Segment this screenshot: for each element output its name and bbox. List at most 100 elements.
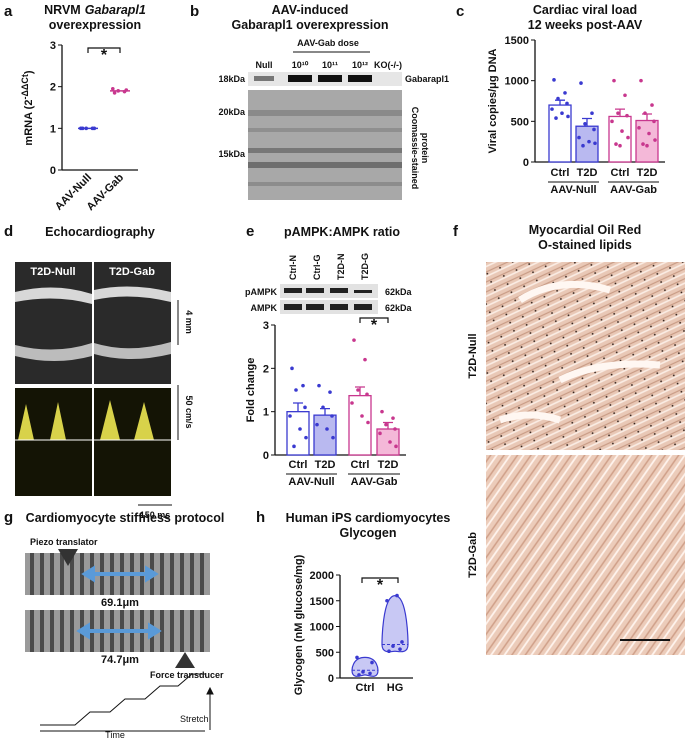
- mw-label: 18kDa: [218, 74, 246, 84]
- histology-image: [486, 262, 685, 450]
- significance-label: *: [377, 577, 384, 594]
- data-point: [391, 416, 395, 420]
- data-point: [124, 88, 129, 92]
- y-axis-label: Viral copies/μg DNA: [487, 48, 499, 153]
- data-point: [645, 143, 649, 148]
- violin: [351, 656, 379, 677]
- data-point: [368, 671, 372, 676]
- data-point: [288, 414, 292, 418]
- bar: [313, 414, 337, 456]
- data-point: [387, 649, 391, 654]
- error-bar: [320, 407, 330, 416]
- panel-title: AAV-induced: [272, 3, 349, 17]
- data-point: [552, 78, 556, 82]
- data-point: [581, 143, 585, 148]
- data-point: [92, 126, 97, 131]
- data-point: [614, 142, 618, 146]
- scale-label: 50 cm/s: [184, 395, 194, 428]
- data-point: [398, 647, 402, 651]
- data-point: [637, 126, 641, 130]
- lane-label: Ctrl-G: [312, 255, 322, 281]
- y-tick-label: 500: [511, 116, 529, 128]
- data-point: [380, 409, 384, 414]
- x-tick-label: Ctrl: [356, 682, 375, 694]
- x-tick-label: Ctrl: [351, 459, 370, 471]
- y-tick-label: 3: [263, 320, 269, 332]
- error-bar: [582, 117, 592, 127]
- data-point: [290, 366, 294, 371]
- data-point: [331, 435, 335, 440]
- data-point: [111, 86, 115, 91]
- data-point: [616, 111, 620, 115]
- data-point: [565, 101, 569, 106]
- data-point: [321, 405, 325, 410]
- group-label: T2D-Null: [467, 333, 479, 378]
- data-point: [395, 593, 399, 598]
- y-tick-label: 0: [328, 673, 334, 685]
- data-point: [550, 107, 554, 111]
- gel-band: [248, 110, 402, 116]
- y-tick-label: 1000: [505, 76, 529, 88]
- chart-title: pAMPK:AMPK ratio: [284, 225, 400, 239]
- data-point: [626, 135, 630, 140]
- data-point: [612, 78, 616, 83]
- mw-label: 20kDa: [218, 107, 246, 117]
- data-point: [328, 390, 332, 394]
- group-label: AAV-Null: [288, 476, 334, 488]
- chart-title: NRVM Gabarapl1: [44, 3, 146, 17]
- data-point: [587, 139, 591, 144]
- data-point: [577, 135, 581, 140]
- error-bar: [642, 113, 652, 121]
- data-point: [650, 103, 654, 107]
- blot-band: [288, 75, 312, 82]
- data-point: [385, 598, 389, 603]
- group-label: AAV-Null: [550, 184, 596, 196]
- data-point: [363, 357, 367, 362]
- stain-label: Coomassie-stained: [410, 107, 420, 190]
- y-tick-label: 1500: [310, 596, 334, 608]
- panel-title: O-stained lipids: [538, 238, 632, 252]
- chart-title: overexpression: [49, 18, 141, 32]
- data-point: [360, 414, 364, 418]
- x-tick-label: HG: [387, 682, 404, 694]
- bar: [286, 411, 310, 456]
- y-tick-label: 0: [263, 450, 269, 462]
- data-point: [623, 93, 627, 98]
- label-part: mRNA (2: [23, 100, 35, 146]
- data-point: [639, 78, 643, 83]
- error-bar: [355, 386, 365, 396]
- blot-band: [348, 75, 372, 82]
- scale-label: 4 mm: [184, 310, 194, 334]
- data-point: [556, 96, 560, 101]
- data-point: [610, 119, 614, 124]
- axis-label: Stretch: [180, 714, 209, 724]
- panel-label: h: [256, 509, 265, 526]
- panel-label: a: [4, 3, 13, 20]
- panel-label: d: [4, 223, 13, 240]
- gel-image: [248, 90, 402, 200]
- length-label: 74.7μm: [101, 654, 139, 666]
- y-axis-label: Glycogen (nM glucose/mg): [293, 554, 305, 695]
- blot-band: [284, 304, 372, 310]
- data-point: [384, 422, 388, 427]
- chart-title: Human iPS cardiomyocytes: [286, 511, 451, 525]
- lane-label: T2D-G: [360, 253, 370, 280]
- data-point: [590, 111, 594, 115]
- title-part: Gabarapl1: [85, 3, 146, 17]
- data-point: [394, 444, 398, 449]
- gel-band: [248, 148, 402, 153]
- length-label: 69.1μm: [101, 597, 139, 609]
- x-tick-label: T2D: [378, 459, 399, 471]
- y-tick-label: 2: [50, 82, 56, 94]
- data-point: [653, 138, 657, 142]
- error-bar: [615, 108, 625, 117]
- bar: [548, 104, 572, 163]
- y-tick-label: 1: [263, 407, 269, 419]
- blot-strip: [280, 284, 378, 298]
- transducer-icon: [175, 652, 195, 668]
- data-point: [652, 119, 656, 124]
- blot-band: [318, 75, 342, 82]
- data-point: [317, 383, 321, 388]
- chart-title: Cardiac viral load: [533, 3, 637, 17]
